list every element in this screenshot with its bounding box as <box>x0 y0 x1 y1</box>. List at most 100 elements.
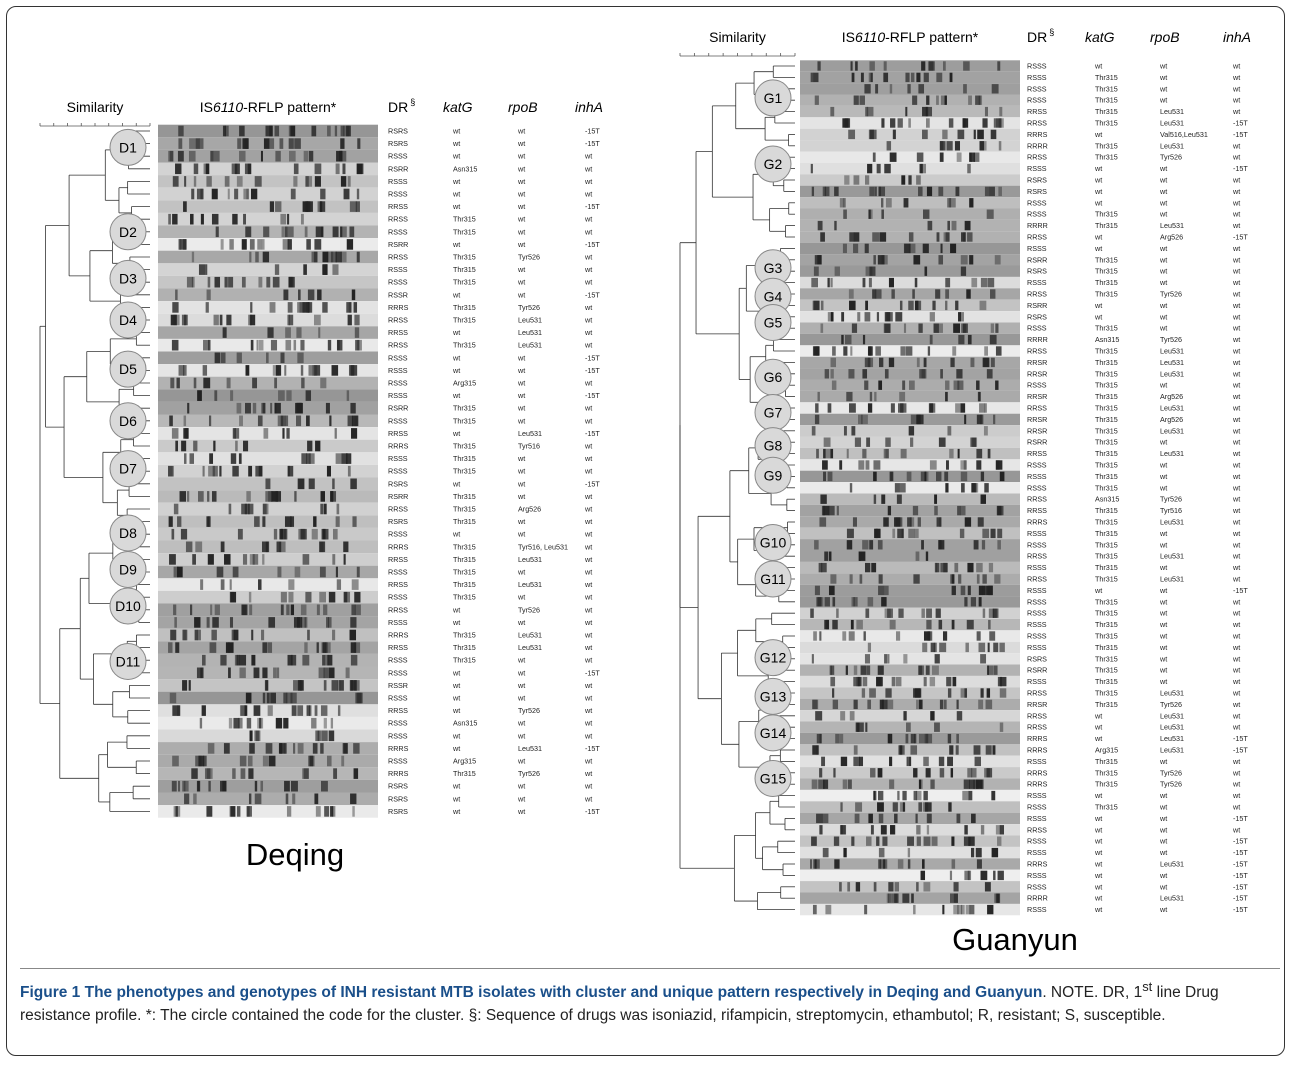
gel-band <box>178 239 180 250</box>
gel-band <box>258 277 262 288</box>
gel-band <box>888 734 890 743</box>
gel-band <box>880 700 884 709</box>
gel-band <box>330 806 333 817</box>
cell: RSSS <box>1027 73 1047 82</box>
cell: wt <box>1232 107 1240 116</box>
gel-band <box>989 187 995 196</box>
gel-band <box>834 187 839 196</box>
cell: Thr315 <box>453 542 476 551</box>
gel-band <box>982 540 985 549</box>
gel-band <box>952 221 957 230</box>
gel-band <box>902 791 906 800</box>
gel-band <box>977 631 981 640</box>
gel-band <box>864 631 866 640</box>
cell: wt <box>1094 860 1102 869</box>
gel-band <box>184 453 186 464</box>
cell: -15T <box>585 668 600 677</box>
gel-band <box>971 597 976 606</box>
cell: Tyr526 <box>518 769 540 778</box>
gel-band <box>320 567 326 578</box>
cell: wt <box>1094 848 1102 857</box>
gel-band <box>876 289 882 298</box>
cell: wt <box>517 530 525 539</box>
gel-band <box>819 768 822 777</box>
gel-band <box>984 483 988 492</box>
gel-band <box>923 757 929 766</box>
cell: wt <box>1232 141 1240 150</box>
cell: RRRS <box>1027 780 1048 789</box>
gel-band <box>183 365 187 376</box>
gel-lane <box>158 377 378 390</box>
gel-band <box>961 324 966 333</box>
gel-band <box>263 403 266 414</box>
gel-band <box>938 324 943 333</box>
cell: RSSS <box>1027 632 1047 641</box>
cell: wt <box>452 353 460 362</box>
gel-band <box>206 302 209 313</box>
cell: wt <box>1232 506 1240 515</box>
cell: wt <box>1094 176 1102 185</box>
gel-band <box>993 609 998 618</box>
cell: Thr315 <box>453 265 476 274</box>
gel-band <box>257 718 263 729</box>
gel-band <box>940 768 945 777</box>
gel-band <box>194 617 200 628</box>
gel-band <box>255 794 262 805</box>
gel-band <box>930 335 933 344</box>
cell: wt <box>1159 278 1167 287</box>
gel-band <box>868 210 872 219</box>
gel-band <box>168 151 173 162</box>
gel-band <box>246 693 252 704</box>
header-pattern: IS6110-RFLP pattern* <box>200 99 337 115</box>
cell: Thr315 <box>453 341 476 350</box>
gel-band <box>812 187 814 196</box>
cell: wt <box>1232 483 1240 492</box>
gel-band <box>978 517 984 526</box>
cluster-label: D5 <box>119 361 137 377</box>
gel-lane <box>800 402 1020 413</box>
gel-band <box>946 232 950 241</box>
cell: RSSS <box>1027 96 1047 105</box>
gel-band <box>988 643 990 652</box>
gel-band <box>987 905 993 914</box>
cell: wt <box>1159 73 1167 82</box>
cell: wt <box>517 416 525 425</box>
gel-band <box>328 617 332 628</box>
gel-band <box>315 176 321 187</box>
gel-band <box>884 164 890 173</box>
gel-band <box>292 705 297 716</box>
gel-band <box>238 529 243 540</box>
cell: wt <box>1094 814 1102 823</box>
cell: Thr315 <box>1095 552 1118 561</box>
cell: RSSS <box>1027 643 1047 652</box>
cell: wt <box>517 719 525 728</box>
gel-band <box>320 378 326 389</box>
header-part: § <box>410 97 415 107</box>
gel-band <box>867 700 871 709</box>
gel-band <box>866 837 871 846</box>
gel-band <box>944 472 948 481</box>
gel-band <box>307 630 310 641</box>
gel-band <box>355 327 359 338</box>
gel-band <box>854 700 858 709</box>
gel-band <box>956 745 959 754</box>
gel-band <box>288 579 294 590</box>
gel-band <box>961 688 967 697</box>
gel-band <box>919 734 925 743</box>
gel-band <box>822 814 828 823</box>
cell: RSSS <box>388 353 408 362</box>
cell: Thr315 <box>453 442 476 451</box>
header-inhA: inhA <box>1223 29 1251 45</box>
cell: wt <box>517 694 525 703</box>
cell: RSRS <box>388 479 408 488</box>
gel-band <box>943 563 948 572</box>
cell: RRSR <box>1027 392 1047 401</box>
gel-band <box>862 369 867 378</box>
gel-band <box>820 734 822 743</box>
gel-band <box>279 542 285 553</box>
gel-band <box>212 617 219 628</box>
gel-lane <box>800 801 1020 812</box>
gel-band <box>216 227 219 238</box>
gel-band <box>996 346 1002 355</box>
gel-band <box>832 620 837 629</box>
